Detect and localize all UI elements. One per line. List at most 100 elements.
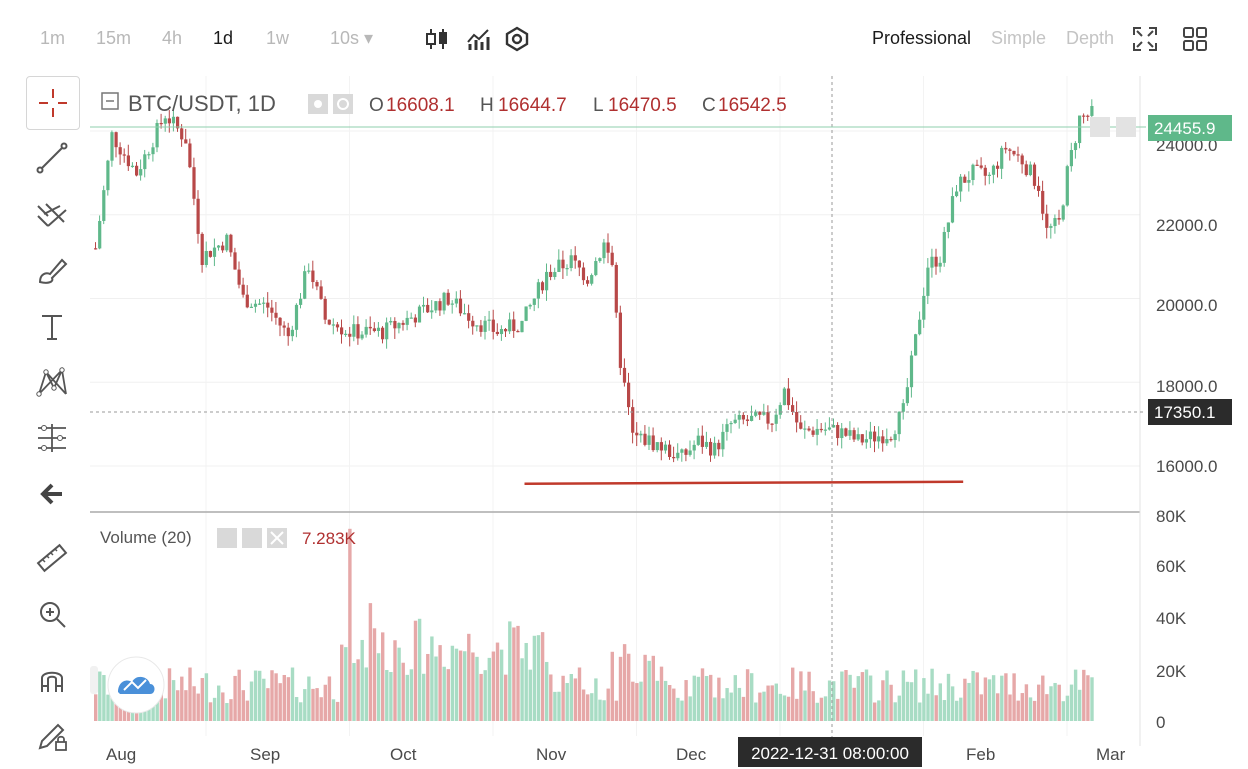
volume-bar [676, 697, 680, 721]
volume-bar [918, 702, 922, 721]
volume-settings-icon[interactable] [242, 528, 262, 548]
fullscreen-icon[interactable] [1132, 26, 1158, 52]
timeframe-15m[interactable]: 15m [96, 28, 132, 48]
ruler-tool[interactable] [26, 532, 78, 584]
magnet-tool[interactable] [26, 654, 78, 706]
brush-tool[interactable] [26, 244, 78, 296]
layout-grid-icon[interactable] [1182, 26, 1208, 52]
timeframe-10s-dropdown[interactable]: 10s ▾ [330, 28, 374, 48]
candle-body [434, 301, 438, 311]
volume-bar [791, 667, 795, 721]
volume-bar [668, 685, 672, 721]
candle-body [171, 116, 176, 124]
candle-body [458, 298, 463, 314]
candle-body [1073, 143, 1078, 151]
mode-depth[interactable]: Depth [1066, 28, 1115, 48]
mode-simple[interactable]: Simple [991, 28, 1047, 48]
candle-body [704, 441, 709, 447]
volume-bar [914, 669, 918, 721]
candle-body [426, 304, 430, 313]
candle-body [647, 435, 651, 445]
volume-bar [586, 694, 590, 721]
volume-bar [1057, 684, 1061, 721]
candle-body [909, 355, 914, 388]
volume-bar [860, 672, 865, 721]
text-tool[interactable] [26, 300, 78, 352]
collapse-legend-icon[interactable] [101, 92, 119, 110]
candle-body [832, 425, 836, 428]
crosshair-tool[interactable] [26, 76, 80, 130]
volume-axis[interactable]: 80K 60K 40K 20K 0 [1156, 507, 1187, 732]
volume-bar [852, 687, 856, 721]
time-axis[interactable]: Aug Sep Oct Nov Dec Feb Mar [106, 745, 1126, 764]
volume-bar [405, 674, 409, 721]
candle-body [360, 334, 364, 339]
volume-bar [655, 680, 660, 721]
gann-fan-tool[interactable] [26, 188, 78, 240]
timeframe-1d[interactable]: 1d [213, 28, 234, 48]
volume-bar [212, 697, 217, 721]
candle-body [348, 333, 352, 337]
settings-gear-icon[interactable] [333, 94, 353, 114]
zoom-tool[interactable] [26, 588, 78, 640]
candle-body [1045, 213, 1049, 228]
volume-bar [1049, 686, 1053, 721]
candle-body [786, 388, 791, 406]
volume-bar [815, 702, 819, 721]
collapse-tools-button[interactable] [26, 468, 78, 520]
candle-body [253, 303, 258, 307]
volume-bar [241, 690, 245, 721]
volume-bar [1032, 700, 1037, 721]
indicators-icon[interactable] [465, 26, 491, 52]
settings-hex-icon[interactable] [504, 26, 530, 52]
volume-bar [709, 674, 713, 721]
candle-body [147, 154, 151, 156]
candle-body [204, 251, 208, 265]
lock-drawings-tool[interactable] [26, 710, 78, 762]
timeframe-4h[interactable]: 4h [162, 28, 183, 48]
candle-body [188, 143, 192, 168]
support-line-drawing[interactable] [524, 480, 964, 485]
price-axis[interactable]: 24000.0 22000.0 20000.0 18000.0 16000.0 [1156, 136, 1217, 476]
candle-body [758, 411, 762, 415]
timeframe-1m[interactable]: 1m [40, 28, 66, 48]
high-label: H [480, 95, 494, 116]
volume-bar [516, 625, 520, 721]
candle-body [167, 118, 171, 124]
candle-body [495, 331, 499, 335]
candle-body [536, 282, 540, 299]
exchange-logo[interactable] [90, 656, 165, 714]
candle-body [950, 196, 955, 223]
candlestick-type-icon[interactable] [424, 26, 450, 52]
volume-bar [930, 668, 934, 721]
scroll-down-icon[interactable] [1090, 117, 1110, 137]
candle-body [409, 317, 413, 319]
candle-body [864, 439, 868, 443]
volume-bar [1028, 697, 1033, 721]
volume-bar [311, 688, 315, 721]
volume-bar [348, 528, 352, 721]
scroll-up-icon[interactable] [1116, 117, 1136, 137]
candle-body [610, 252, 614, 265]
volume-bar [897, 695, 901, 721]
measure-tool[interactable] [26, 412, 78, 464]
volume-bar [606, 688, 610, 721]
candle-body [631, 407, 635, 433]
candle-body [303, 271, 307, 299]
pattern-tool[interactable] [26, 356, 78, 408]
volume-bar [245, 700, 250, 721]
expand-panel-handle[interactable] [90, 666, 98, 694]
volume-bar [803, 690, 807, 721]
crosshair-price-value: 17350.1 [1154, 403, 1215, 422]
timeframe-1w[interactable]: 1w [266, 28, 290, 48]
mode-professional[interactable]: Professional [872, 28, 972, 48]
volume-bar [450, 645, 455, 721]
trend-line-tool[interactable] [26, 132, 78, 184]
volume-visibility-icon[interactable] [217, 528, 237, 548]
price-chart[interactable]: BTC/USDT, 1D O 16608.1 H 16644.7 L 16470… [90, 76, 1248, 769]
volume-bar [372, 628, 377, 721]
candle-body [791, 405, 795, 412]
volume-value: 7.283K [302, 529, 357, 548]
candle-body [327, 319, 331, 325]
open-label: O [369, 95, 384, 116]
